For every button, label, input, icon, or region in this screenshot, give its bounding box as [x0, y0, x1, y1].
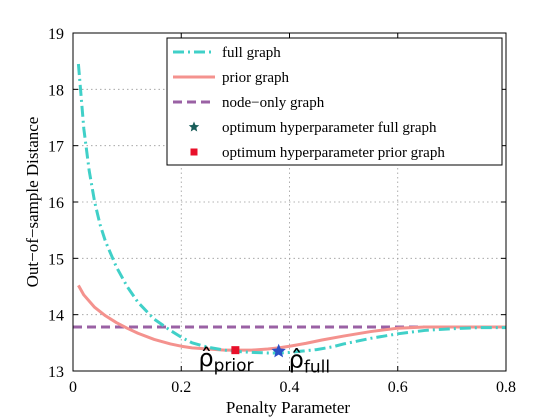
- legend-swatch-optimum-hyperparameter-prior-graph: [190, 148, 198, 156]
- annotation-symbol: ρ̂: [289, 345, 304, 373]
- series-line-prior-graph: [77, 284, 506, 352]
- marker-layer: [231, 343, 286, 358]
- legend-label-full-graph: full graph: [222, 45, 281, 61]
- axis-ticks: 0 0.2 0.4 0.6 0.8 13 14 15 16 17 18 19: [48, 26, 516, 396]
- x-tick-label: 0.8: [496, 379, 516, 396]
- annotation-full: ρ̂full: [289, 345, 330, 377]
- x-tick-label: 0.2: [171, 379, 191, 396]
- y-tick-label: 13: [48, 364, 64, 381]
- x-tick-label: 0.6: [388, 379, 408, 396]
- y-axis-label: Out−of−sample Distance: [23, 117, 42, 288]
- optimum-marker-prior: [231, 346, 240, 355]
- y-tick-label: 14: [48, 308, 64, 325]
- legend-swatch-optimum-hyperparameter-full-graph: [188, 121, 200, 132]
- x-tick-label: 0: [69, 379, 77, 396]
- y-tick-label: 17: [48, 139, 64, 156]
- y-tick-label: 16: [48, 195, 64, 212]
- x-axis-label: Penalty Parameter: [226, 398, 350, 417]
- y-tick-label: 18: [48, 82, 64, 99]
- series-line-full-graph: [76, 63, 506, 355]
- legend-label-prior-graph: prior graph: [222, 70, 290, 86]
- annotation-subscript: full: [304, 357, 330, 377]
- annotation-subscript: prior: [214, 356, 254, 376]
- legend-label-optimum-hyperparameter-prior-graph: optimum hyperparameter prior graph: [222, 145, 445, 161]
- legend-label-optimum-hyperparameter-full-graph: optimum hyperparameter full graph: [222, 120, 437, 136]
- legend: full graph prior graph node−only graph opti…: [166, 37, 503, 166]
- legend-label-node-only-graph: node−only graph: [222, 95, 325, 111]
- y-tick-label: 15: [48, 251, 64, 268]
- y-tick-label: 19: [48, 26, 64, 43]
- annotation-symbol: ρ̂: [198, 344, 213, 372]
- optimum-marker-full: [271, 343, 286, 358]
- x-tick-label: 0.4: [280, 379, 300, 396]
- legend-box: [166, 37, 503, 166]
